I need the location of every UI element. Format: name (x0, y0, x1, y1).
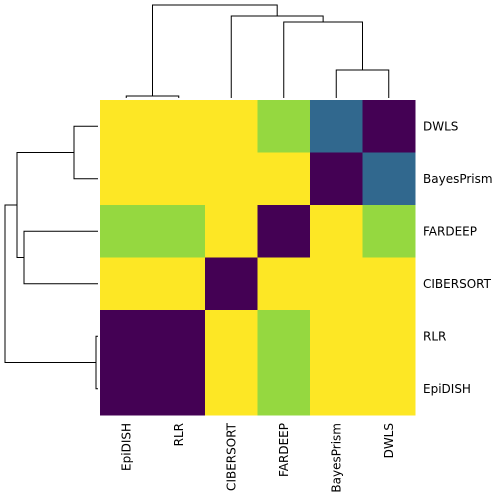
dendrogram-link (23, 230, 98, 285)
row-tick-label: CIBERSORT (423, 277, 492, 291)
heatmap-cell (362, 100, 416, 153)
heatmap-cell (152, 205, 206, 258)
heatmap-cell (362, 310, 416, 363)
heatmap-cells (100, 100, 416, 416)
heatmap-cell (152, 310, 206, 363)
heatmap-cell (205, 257, 258, 311)
heatmap-cell (100, 362, 153, 416)
dendrogram-link (16, 152, 74, 258)
row-tick-label: RLR (423, 329, 446, 343)
row-tick-label: BayesPrism (423, 172, 493, 186)
dendrogram-link (4, 204, 96, 363)
heatmap-cell (152, 362, 206, 416)
heatmap-cell (362, 257, 416, 311)
heatmap-cell (205, 152, 258, 206)
heatmap-cell (100, 152, 153, 206)
heatmap-cell (100, 100, 153, 153)
heatmap-cell (257, 257, 311, 311)
column-dendrogram (125, 4, 390, 98)
heatmap-cell (100, 257, 153, 311)
heatmap-cell (205, 100, 258, 153)
heatmap-cell (152, 100, 206, 153)
heatmap-cell (205, 362, 258, 416)
dendrogram-link (335, 69, 390, 98)
heatmap-cell (205, 205, 258, 258)
dendrogram-link (283, 21, 363, 98)
column-tick-label: FARDEEP (277, 423, 291, 477)
dendrogram-link (95, 335, 98, 390)
row-tick-label: FARDEEP (423, 224, 477, 238)
column-tick-label: RLR (172, 423, 186, 446)
dendrogram-link (73, 125, 98, 180)
heatmap-cell (152, 152, 206, 206)
row-labels: DWLS BayesPrism FARDEEP CIBERSORT RLR EpiDISH (423, 119, 493, 396)
dendrogram-link (230, 15, 324, 98)
heatmap-cell (257, 152, 311, 206)
heatmap-cell (257, 310, 311, 363)
row-tick-label: EpiDISH (423, 382, 471, 396)
heatmap-cell (362, 205, 416, 258)
heatmap-cell (310, 310, 363, 363)
row-tick-label: DWLS (423, 119, 458, 133)
column-tick-label: BayesPrism (329, 423, 343, 493)
heatmap-cell (257, 100, 311, 153)
heatmap-cell (205, 310, 258, 363)
dendrogram-link (152, 4, 278, 96)
column-labels: EpiDISH RLR CIBERSORT FARDEEP BayesPrism DWLS (119, 422, 396, 492)
heatmap-cell (362, 152, 416, 206)
column-tick-label: CIBERSORT (224, 422, 238, 491)
heatmap-cell (257, 362, 311, 416)
row-dendrogram (4, 125, 98, 390)
column-tick-label: DWLS (382, 423, 396, 458)
column-tick-label: EpiDISH (119, 423, 133, 471)
heatmap-cell (310, 100, 363, 153)
heatmap-cell (362, 362, 416, 416)
heatmap-cell (310, 257, 363, 311)
heatmap-cell (310, 362, 363, 416)
dendrogram-link (125, 95, 180, 98)
heatmap-cell (310, 205, 363, 258)
heatmap-cell (100, 205, 153, 258)
heatmap-cell (310, 152, 363, 206)
heatmap-cell (100, 310, 153, 363)
heatmap-cell (257, 205, 311, 258)
heatmap-cell (152, 257, 206, 311)
